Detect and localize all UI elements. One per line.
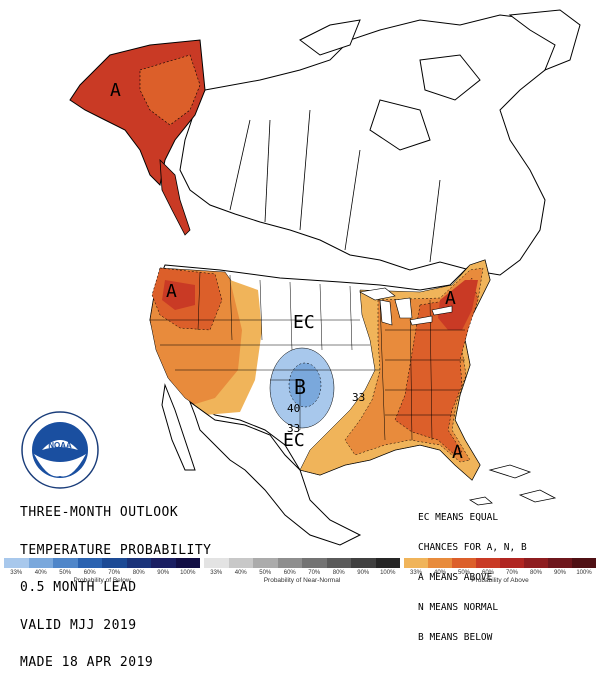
below-40: [288, 362, 322, 408]
title-line-4: VALID MJJ 2019: [20, 617, 137, 633]
scale-below-tick: 90%: [157, 570, 170, 576]
scale-near-normal-tick: 33%: [210, 570, 223, 576]
scale-near-normal-swatch: [253, 558, 278, 568]
scale-below-ticks: 33% 40% 50% 60% 70% 80% 90% 100%: [4, 570, 200, 576]
legend-key-line-4: N MEANS NORMAL: [418, 602, 499, 613]
scale-below-caption: Probability of Below: [73, 577, 131, 584]
alaska-above-50: [139, 54, 201, 126]
scale-near-normal-swatch: [204, 558, 229, 568]
scale-below-tick: 60%: [83, 570, 96, 576]
mexico: [161, 383, 362, 546]
title-line-2: TEMPERATURE PROBABILITY: [20, 542, 212, 558]
legend-key-line-1: EC MEANS EQUAL: [418, 512, 499, 523]
scale-above-swatch: [452, 558, 476, 568]
legend-key-line-3: A MEANS ABOVE: [418, 572, 493, 583]
scale-near-normal-tick: 70%: [308, 570, 321, 576]
south-ec-label: EC: [283, 430, 305, 451]
logo-text: NOAA: [48, 441, 72, 450]
title-line-1: THREE-MONTH OUTLOOK: [20, 505, 179, 520]
state-borders: [150, 271, 465, 441]
contour-40-label: 40: [287, 402, 301, 415]
scale-above: 33% 40% 50% 60% 70% 80% 90% 100% Probability of…: [404, 558, 596, 589]
scale-below-swatch: [126, 558, 151, 568]
scale-above-swatch: [500, 558, 524, 568]
scale-below-tick: 33%: [10, 570, 23, 576]
scale-near-normal-swatch: [375, 558, 400, 568]
scale-above-tick: 33%: [409, 570, 422, 576]
scale-above-swatch: [428, 558, 452, 568]
scale-below: 33% 40% 50% 60% 70% 80% 90% 100% Probability of…: [4, 558, 200, 589]
scale-near-normal-tick: 100%: [380, 570, 396, 576]
scale-above-tick: 90%: [553, 570, 566, 576]
scale-above-swatch: [548, 558, 572, 568]
scale-above-swatches: [404, 558, 596, 568]
scale-below-tick: 40%: [34, 570, 47, 576]
scale-below-swatch: [175, 558, 200, 568]
central-ec-label: EC: [293, 312, 315, 333]
pacnw-above-label: A: [166, 281, 177, 302]
legend-key-line-2: CHANCES FOR A, N, B: [418, 542, 527, 553]
scale-near-normal-swatch: [277, 558, 302, 568]
scale-near-normal-caption: Probability of Near-Normal: [263, 577, 341, 584]
scale-below-swatch: [4, 558, 29, 568]
great-lakes: [359, 287, 453, 326]
scale-near-normal-swatch: [228, 558, 253, 568]
scale-near-normal-tick: 50%: [259, 570, 272, 576]
scale-above-ticks: 33% 40% 50% 60% 70% 80% 90% 100%: [404, 570, 596, 576]
noaa-logo-icon: NOAA: [21, 411, 99, 489]
scale-above-swatch: [476, 558, 500, 568]
scale-above-swatch: [524, 558, 548, 568]
title-line-5: MADE 18 APR 2019: [20, 655, 154, 670]
scale-near-normal-ticks: 33% 40% 50% 60% 70% 80% 90% 100%: [204, 570, 400, 576]
scale-above-swatch: [404, 558, 428, 568]
scale-above-swatch: [572, 558, 596, 568]
canada-land: [179, 14, 561, 276]
florida-above-label: A: [452, 442, 463, 463]
scale-above-caption: Probability of Above: [471, 577, 529, 584]
scale-near-normal-tick: 40%: [234, 570, 247, 576]
scale-above-tick: 100%: [576, 570, 592, 576]
contour-33-label-east: 33: [352, 391, 366, 404]
scale-above-tick: 60%: [481, 570, 494, 576]
scale-near-normal-tick: 60%: [283, 570, 296, 576]
scale-near-normal-swatches: [204, 558, 400, 568]
scale-above-tick: 40%: [433, 570, 446, 576]
legend-key-line-5: B MEANS BELOW: [418, 632, 493, 643]
scale-below-tick: 50%: [59, 570, 72, 576]
scale-below-tick: 80%: [132, 570, 145, 576]
alaska: [69, 39, 206, 236]
scale-below-tick: 70%: [108, 570, 121, 576]
scale-near-normal-swatch: [302, 558, 327, 568]
greenland: [508, 9, 581, 71]
northeast-above-label: A: [445, 288, 456, 309]
alaska-panhandle: [159, 158, 191, 236]
pacnw-above-60: [162, 280, 195, 310]
scale-below-swatch: [102, 558, 127, 568]
west-above-33: [192, 280, 262, 415]
scale-below-swatch: [53, 558, 78, 568]
alaska-above-label: A: [110, 80, 121, 101]
scale-below-swatch: [151, 558, 176, 568]
province-borders: [229, 109, 441, 263]
scale-below-tick: 100%: [180, 570, 196, 576]
scale-near-normal-swatch: [351, 558, 376, 568]
scale-above-tick: 50%: [457, 570, 470, 576]
scale-below-swatch: [77, 558, 102, 568]
scale-below-swatches: [4, 558, 200, 568]
scale-near-normal-swatch: [326, 558, 351, 568]
northeast-above-60: [438, 280, 478, 330]
scale-near-normal-tick: 90%: [357, 570, 370, 576]
scale-near-normal-tick: 80%: [332, 570, 345, 576]
caribbean-islands: [468, 464, 557, 506]
contour-33-label-south: 33: [287, 422, 301, 435]
scale-below-swatch: [28, 558, 53, 568]
scale-above-tick: 80%: [529, 570, 542, 576]
scale-above-tick: 70%: [505, 570, 518, 576]
outlook-map: [69, 9, 581, 546]
scale-near-normal: 33% 40% 50% 60% 70% 80% 90% 100% Probability of…: [204, 558, 400, 589]
below-label: B: [294, 375, 307, 399]
conus: [149, 259, 491, 481]
